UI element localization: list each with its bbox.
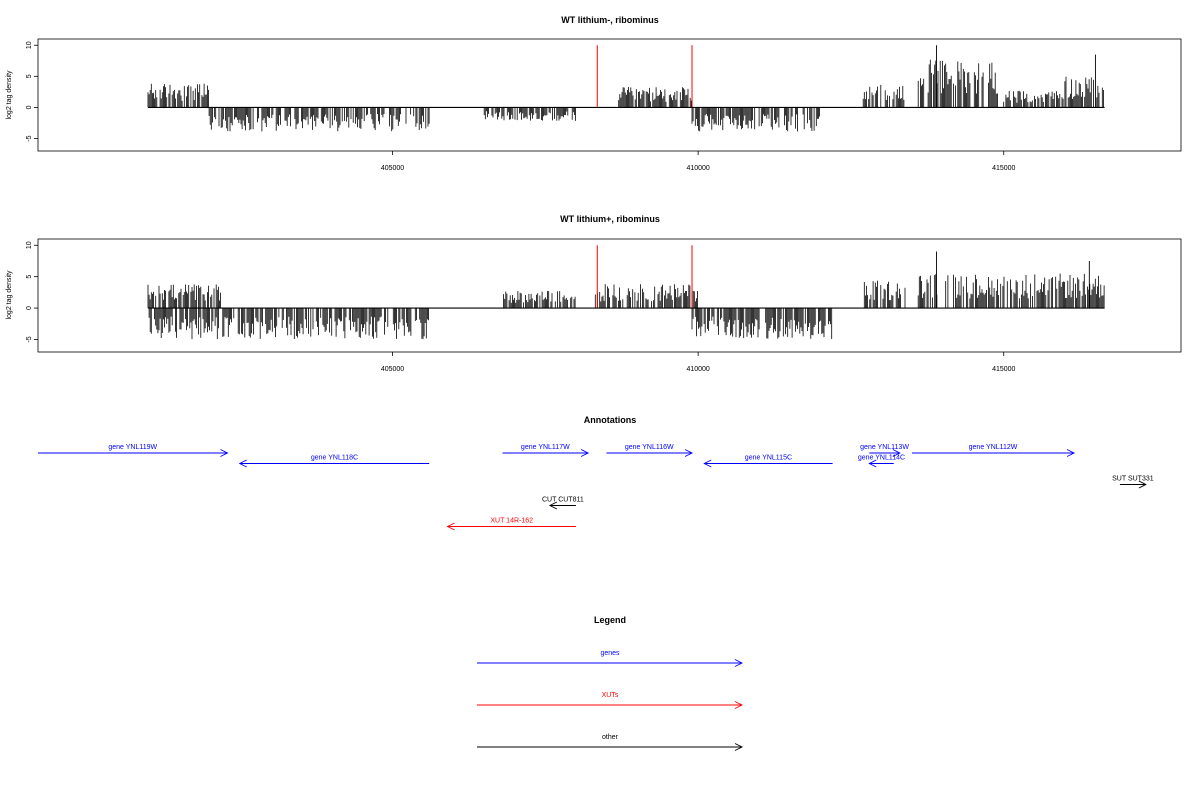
- plot-frame: [37, 238, 1182, 353]
- x-tick-label: 410000: [686, 165, 709, 172]
- arrow-head: [734, 659, 744, 667]
- legend-items: genes XUTs other: [477, 650, 744, 751]
- annotation-feature: gene YNL113W: [860, 444, 909, 457]
- annotation-feature: XUT 14R-162: [446, 518, 576, 531]
- y-axis-label: log2 tag density: [6, 70, 13, 120]
- y-axis: -5 0 5 10: [26, 241, 38, 343]
- annotation-label: gene YNL118C: [311, 455, 358, 462]
- annotation-feature: gene YNL116W: [606, 444, 694, 457]
- y-axis: -5 0 5 10: [26, 41, 38, 142]
- density-bars: [147, 45, 1104, 132]
- annotation-feature: gene YNL114C: [858, 455, 905, 468]
- annotation-label: gene YNL117W: [521, 444, 570, 451]
- y-tick-label: 0: [26, 306, 33, 310]
- arrow-head: [868, 459, 877, 468]
- y-tick-label: 10: [26, 41, 33, 49]
- y-tick-label: -5: [26, 135, 33, 141]
- track-panel-lithium-plus: WT lithium+, ribominus log2 tag density …: [6, 214, 1182, 373]
- arrow-head: [548, 501, 558, 510]
- annotation-label: SUT SUT331: [1112, 476, 1154, 483]
- annotation-label: gene YNL114C: [858, 455, 905, 462]
- annotation-feature: gene YNL115C: [703, 455, 833, 468]
- x-axis: 405000 410000 415000: [381, 151, 1016, 172]
- y-tick-label: 5: [26, 275, 33, 279]
- annotation-label: gene YNL113W: [860, 444, 909, 451]
- red-markers: [596, 245, 693, 309]
- annotation-feature: gene YNL118C: [238, 455, 430, 468]
- x-tick-label: 405000: [381, 366, 404, 373]
- legend-title: Legend: [594, 615, 626, 625]
- track-title: WT lithium-, ribominus: [561, 15, 659, 25]
- annotation-feature: gene YNL112W: [912, 444, 1076, 457]
- y-tick-label: 5: [26, 74, 33, 78]
- x-tick-label: 410000: [686, 366, 709, 373]
- annotation-label: CUT CUT811: [542, 497, 584, 504]
- arrow-head: [892, 449, 901, 457]
- arrow-head: [238, 459, 247, 468]
- legend-label: genes: [600, 650, 620, 657]
- x-tick-label: 415000: [992, 366, 1015, 373]
- annotation-feature: gene YNL117W: [502, 444, 590, 457]
- legend-item: genes: [477, 650, 744, 667]
- annotation-label: gene YNL115C: [745, 455, 792, 462]
- annotation-label: gene YNL116W: [625, 444, 674, 451]
- annotation-feature: gene YNL119W: [38, 444, 229, 457]
- red-markers: [596, 45, 693, 108]
- legend-item: XUTs: [477, 692, 744, 709]
- annotation-label: XUT 14R-162: [490, 518, 533, 525]
- track-title: WT lithium+, ribominus: [560, 214, 660, 224]
- annotation-items: gene YNL119W gene YNL118C gene YNL117W gene…: [38, 444, 1154, 531]
- annotation-label: gene YNL112W: [969, 444, 1018, 451]
- y-tick-label: 10: [26, 241, 33, 249]
- y-tick-label: -5: [26, 336, 33, 342]
- arrow-head: [684, 449, 694, 457]
- y-tick-label: 0: [26, 105, 33, 109]
- legend-item: other: [477, 734, 744, 751]
- legend-label: XUTs: [602, 692, 619, 699]
- annotation-label: gene YNL119W: [108, 444, 157, 451]
- arrow-head: [703, 459, 712, 468]
- arrow-head: [734, 701, 744, 709]
- x-tick-label: 405000: [381, 165, 404, 172]
- plot-frame: [37, 38, 1182, 152]
- x-tick-label: 415000: [992, 165, 1015, 172]
- legend-panel: Legend genes XUTs other: [477, 615, 744, 751]
- track-panel-lithium-minus: WT lithium-, ribominus log2 tag density …: [6, 15, 1182, 172]
- arrow-head: [580, 449, 590, 457]
- annotation-feature: SUT SUT331: [1112, 476, 1154, 489]
- legend-label: other: [602, 734, 619, 741]
- arrow-head: [1138, 480, 1147, 489]
- arrow-head: [1066, 449, 1076, 457]
- y-axis-label: log2 tag density: [6, 270, 13, 320]
- density-bars: [147, 251, 1105, 340]
- arrow-head: [446, 522, 455, 531]
- arrow-head: [220, 449, 229, 457]
- annotation-feature: CUT CUT811: [542, 497, 584, 510]
- arrow-head: [734, 743, 744, 751]
- annotations-title: Annotations: [584, 415, 637, 425]
- x-axis: 405000 410000 415000: [381, 352, 1016, 373]
